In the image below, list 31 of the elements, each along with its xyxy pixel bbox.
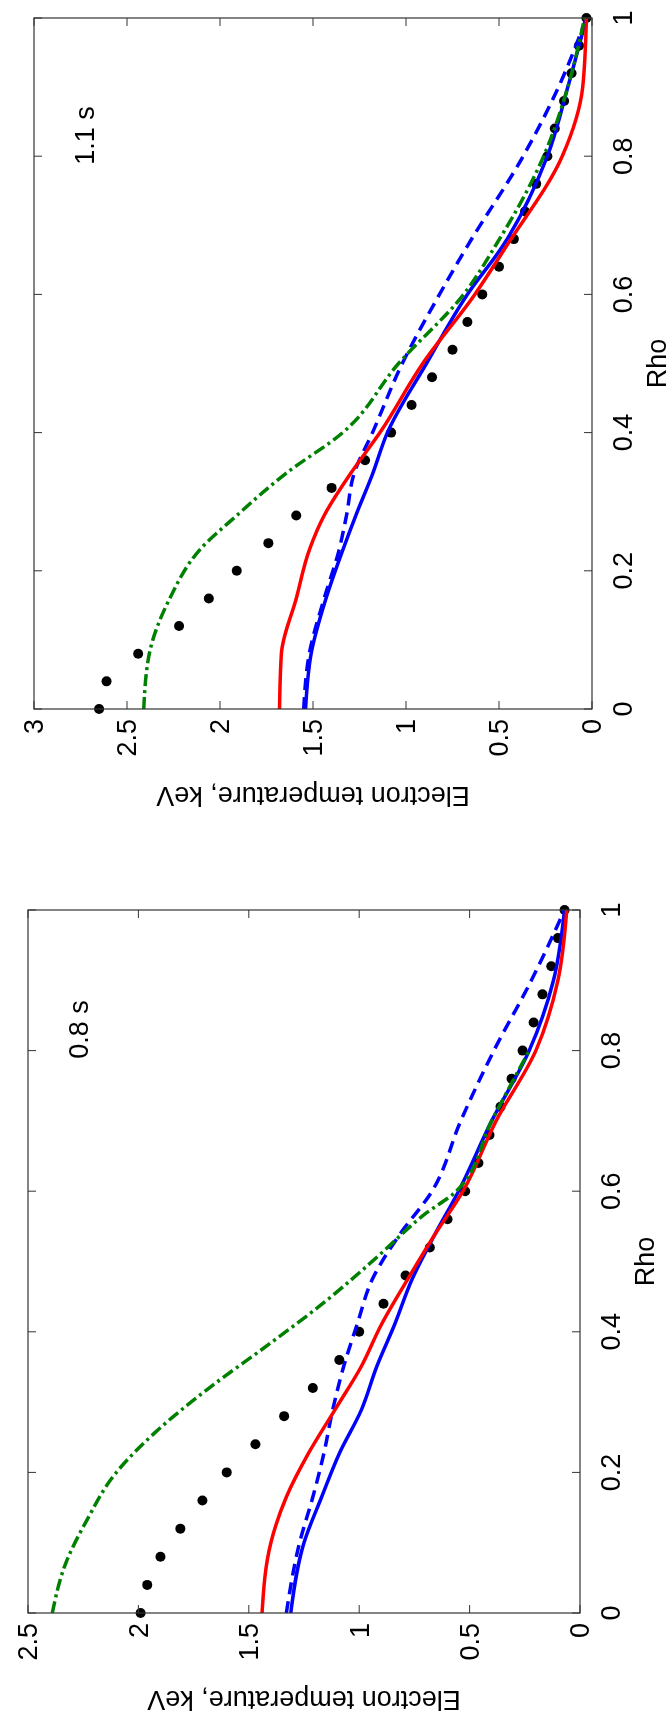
- x-tick-label: 2.5: [112, 719, 143, 757]
- annotation: 1.1 s: [70, 106, 100, 165]
- y-tick-label: 0.6: [596, 1172, 626, 1210]
- y-tick-label: 1: [608, 10, 638, 26]
- y-tick-label: 0.8: [596, 1031, 626, 1070]
- y-axis-title: Rho: [642, 338, 672, 389]
- y-tick-label: 0.6: [608, 275, 638, 314]
- x-tick-label: 2: [123, 1623, 154, 1639]
- x-tick-label: 2.5: [13, 1623, 44, 1661]
- y-tick-label: 1: [596, 902, 626, 918]
- y-tick-label: 0.8: [608, 137, 638, 175]
- x-tick-label: 0.5: [484, 719, 515, 757]
- x-tick-label: 1.5: [234, 1623, 265, 1661]
- x-tick-label: 2: [205, 719, 236, 735]
- y-tick-label: 0: [596, 1605, 626, 1621]
- annotation: 0.8 s: [64, 1000, 94, 1059]
- x-tick-label: 0: [565, 1623, 596, 1639]
- y-tick-label: 0.2: [596, 1453, 626, 1492]
- y-tick-label: 0.4: [608, 413, 638, 452]
- x-tick-label: 1: [391, 719, 422, 735]
- x-axis-title: Electron temperature, keV: [156, 781, 470, 811]
- y-axis-title: Rho: [630, 1236, 660, 1287]
- x-tick-label: 1.5: [298, 719, 329, 757]
- x-tick-label: 1: [344, 1623, 375, 1639]
- x-axis-title: Electron temperature, keV: [147, 1685, 461, 1715]
- y-tick-label: 0.4: [596, 1313, 626, 1351]
- y-tick-label: 0.2: [608, 552, 638, 590]
- x-tick-label: 0.5: [455, 1623, 486, 1661]
- x-tick-label: 0: [577, 719, 608, 735]
- y-tick-label: 0: [608, 701, 638, 717]
- x-tick-label: 3: [19, 719, 50, 735]
